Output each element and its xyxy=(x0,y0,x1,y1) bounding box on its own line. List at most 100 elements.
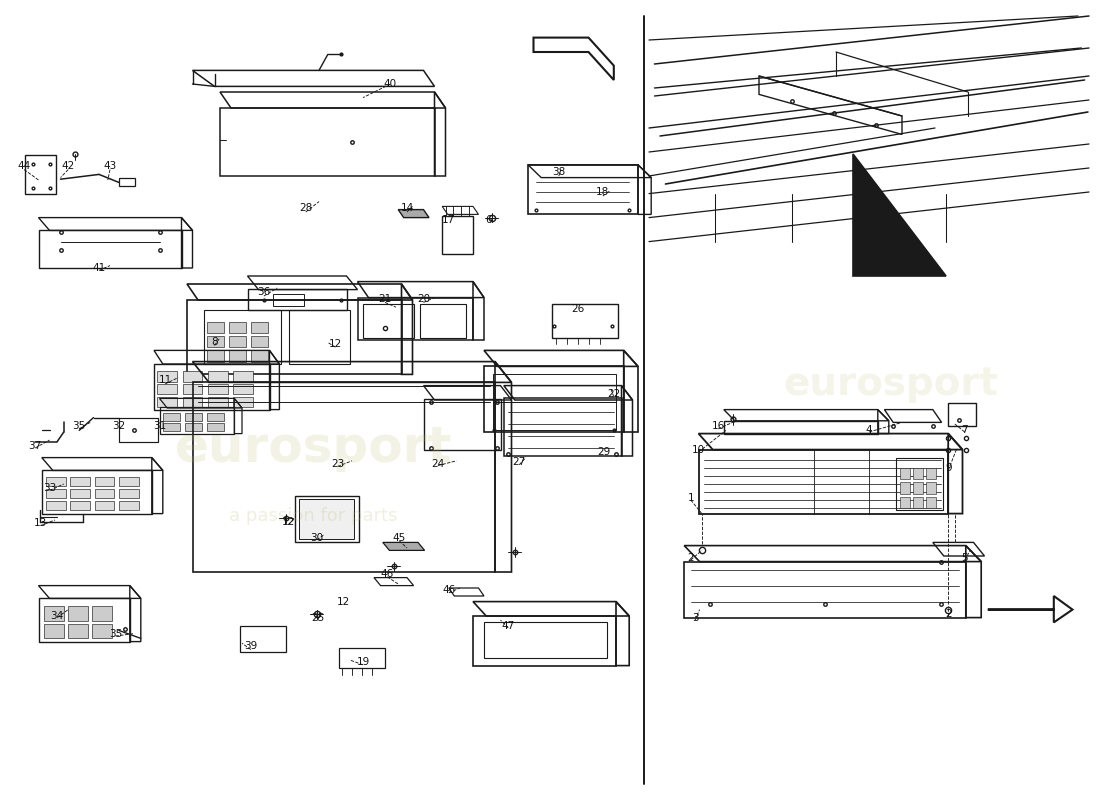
Text: 35: 35 xyxy=(109,629,122,638)
Text: 18: 18 xyxy=(596,187,609,197)
Bar xyxy=(233,397,253,407)
Text: 3: 3 xyxy=(692,613,698,622)
Bar xyxy=(119,418,158,442)
Bar xyxy=(157,384,177,394)
Text: 36: 36 xyxy=(257,287,271,297)
Bar xyxy=(204,310,280,364)
Text: 41: 41 xyxy=(92,263,106,273)
Bar xyxy=(528,165,638,214)
Bar xyxy=(339,648,385,668)
Bar xyxy=(95,489,114,498)
Bar xyxy=(442,216,473,254)
Bar xyxy=(119,178,135,186)
Bar xyxy=(160,407,234,434)
Bar xyxy=(208,384,228,394)
Text: 47: 47 xyxy=(502,621,515,630)
Text: 46: 46 xyxy=(442,586,455,595)
Bar xyxy=(493,374,616,402)
Bar xyxy=(95,477,114,486)
Bar xyxy=(913,468,923,479)
Bar xyxy=(913,497,923,508)
Text: 11: 11 xyxy=(158,375,172,385)
Polygon shape xyxy=(852,154,946,276)
Text: 31: 31 xyxy=(153,421,166,430)
Bar xyxy=(220,108,434,176)
Bar xyxy=(157,397,177,407)
Text: 43: 43 xyxy=(103,161,117,170)
Bar xyxy=(119,477,139,486)
Text: 9: 9 xyxy=(945,463,952,473)
Bar xyxy=(289,310,350,364)
Polygon shape xyxy=(383,542,425,550)
Text: 40: 40 xyxy=(384,79,397,89)
Bar xyxy=(46,489,66,498)
Text: 27: 27 xyxy=(513,458,526,467)
Bar xyxy=(358,298,473,340)
Bar xyxy=(44,624,64,638)
Text: 12: 12 xyxy=(282,517,295,526)
Bar xyxy=(698,450,948,514)
Text: 25: 25 xyxy=(311,613,324,622)
Bar xyxy=(183,384,202,394)
Bar xyxy=(70,501,90,510)
Text: 14: 14 xyxy=(400,203,414,213)
Bar xyxy=(185,423,202,431)
Text: 28: 28 xyxy=(299,203,312,213)
Bar xyxy=(39,598,130,642)
Bar xyxy=(900,468,910,479)
Bar xyxy=(207,350,224,362)
Bar xyxy=(68,624,88,638)
Bar xyxy=(25,155,56,194)
Bar xyxy=(900,497,910,508)
Bar xyxy=(484,622,607,658)
Text: 30: 30 xyxy=(310,533,323,542)
Text: 42: 42 xyxy=(62,161,75,170)
Text: 45: 45 xyxy=(393,534,406,543)
Bar xyxy=(46,501,66,510)
Bar xyxy=(299,499,354,539)
Bar xyxy=(119,489,139,498)
Text: 22: 22 xyxy=(607,389,620,398)
Bar xyxy=(229,336,246,347)
Bar xyxy=(42,470,152,514)
Bar xyxy=(233,371,253,382)
Bar xyxy=(363,304,414,338)
Text: 16: 16 xyxy=(712,422,725,431)
Bar xyxy=(424,399,500,450)
Bar xyxy=(46,477,66,486)
Bar xyxy=(473,616,616,666)
Bar xyxy=(187,300,402,374)
Bar xyxy=(92,606,112,621)
Bar xyxy=(926,468,936,479)
Bar xyxy=(251,350,268,362)
Bar xyxy=(70,489,90,498)
Text: 33: 33 xyxy=(43,483,56,493)
Text: 21: 21 xyxy=(378,294,392,304)
Bar xyxy=(185,413,202,421)
Bar xyxy=(207,322,224,333)
Text: 2: 2 xyxy=(945,610,952,619)
Text: 7: 7 xyxy=(961,425,968,434)
Bar xyxy=(240,626,286,652)
Text: 4: 4 xyxy=(866,425,872,434)
Bar xyxy=(207,423,224,431)
Text: 26: 26 xyxy=(571,304,584,314)
Bar xyxy=(251,336,268,347)
Bar xyxy=(273,294,304,306)
Bar xyxy=(119,501,139,510)
Bar xyxy=(484,366,624,432)
Bar xyxy=(157,371,177,382)
Bar xyxy=(154,364,270,410)
Text: 24: 24 xyxy=(431,459,444,469)
Text: 32: 32 xyxy=(112,421,125,430)
Text: 13: 13 xyxy=(34,518,47,528)
Bar xyxy=(39,230,182,268)
Bar xyxy=(926,482,936,494)
Text: 10: 10 xyxy=(692,445,705,454)
Text: 1: 1 xyxy=(688,493,694,502)
Bar xyxy=(913,482,923,494)
Text: 12: 12 xyxy=(337,597,350,606)
Bar xyxy=(948,403,976,426)
Bar xyxy=(95,501,114,510)
Text: 5: 5 xyxy=(961,554,968,563)
